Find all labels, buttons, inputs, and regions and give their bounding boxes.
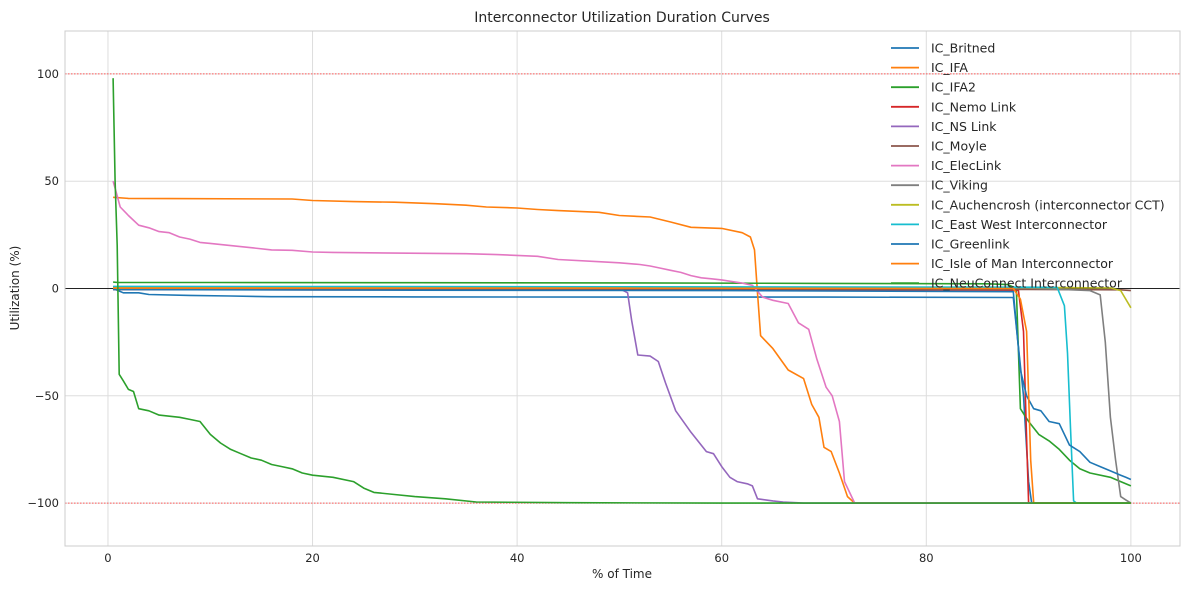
series-line-1 (113, 196, 1131, 504)
tick-labels: 0 20 40 60 80 100 −100 −50 0 50 100 (27, 67, 1141, 565)
series-line-12 (112, 78, 1131, 504)
x-tick-label: 80 (919, 551, 934, 565)
x-tick-label: 0 (104, 551, 111, 565)
legend-item: IC_Auchencrosh (interconnector CCT) (891, 197, 1165, 212)
legend-label: IC_Isle of Man Interconnector (931, 256, 1114, 271)
legend-label: IC_Viking (931, 178, 988, 193)
series-line-4 (113, 287, 1131, 504)
legend-label: IC_Nemo Link (931, 99, 1017, 114)
series-line-9 (113, 285, 1131, 504)
series-line-11 (113, 287, 1131, 504)
series-line-10 (113, 288, 1132, 481)
legend-item: IC_NeuConnect Interconnector (891, 276, 1123, 291)
legend-item: IC_Viking (891, 178, 988, 193)
legend-item: IC_NS Link (891, 119, 997, 134)
y-tick-label: 50 (44, 174, 59, 188)
series-line-5 (113, 288, 1131, 292)
x-tick-label: 60 (714, 551, 729, 565)
y-tick-label: −50 (35, 389, 59, 403)
chart-title: Interconnector Utilization Duration Curv… (474, 10, 770, 26)
legend-item: IC_IFA (891, 60, 968, 75)
legend-label: IC_Greenlink (931, 237, 1010, 252)
legend-item: IC_East West Interconnector (891, 217, 1108, 232)
legend-item: IC_Moyle (891, 139, 987, 154)
legend-item: IC_Britned (891, 41, 995, 56)
legend-item: IC_ElecLink (891, 158, 1002, 173)
series-lines (112, 78, 1132, 504)
legend-label: IC_Auchencrosh (interconnector CCT) (931, 197, 1165, 212)
legend-item: IC_Isle of Man Interconnector (891, 256, 1114, 271)
y-tick-label: 0 (52, 282, 59, 296)
legend-label: IC_ElecLink (931, 158, 1002, 173)
legend-item: IC_Nemo Link (891, 99, 1017, 114)
legend-label: IC_Moyle (931, 139, 987, 154)
legend-label: IC_IFA (931, 60, 968, 75)
legend-label: IC_NS Link (931, 119, 997, 134)
legend-item: IC_Greenlink (891, 237, 1010, 252)
legend-label: IC_Britned (931, 41, 995, 56)
legend-item: IC_IFA2 (891, 80, 976, 95)
x-tick-label: 20 (305, 551, 320, 565)
x-tick-label: 40 (510, 551, 525, 565)
legend-label: IC_NeuConnect Interconnector (931, 276, 1123, 291)
legend-label: IC_East West Interconnector (931, 217, 1108, 232)
legend-label: IC_IFA2 (931, 80, 976, 95)
series-line-2 (113, 281, 1132, 487)
series-line-6 (112, 180, 1131, 504)
y-axis-label: Utilization (%) (8, 246, 22, 331)
legend: IC_Britned IC_IFA IC_IFA2 IC_Nemo Link IC_NS… (891, 41, 1165, 291)
x-tick-label: 100 (1120, 551, 1142, 565)
plot-frame (64, 30, 1181, 547)
y-tick-label: 100 (37, 67, 59, 81)
x-axis-label: % of Time (592, 567, 652, 581)
y-tick-label: −100 (27, 496, 59, 510)
